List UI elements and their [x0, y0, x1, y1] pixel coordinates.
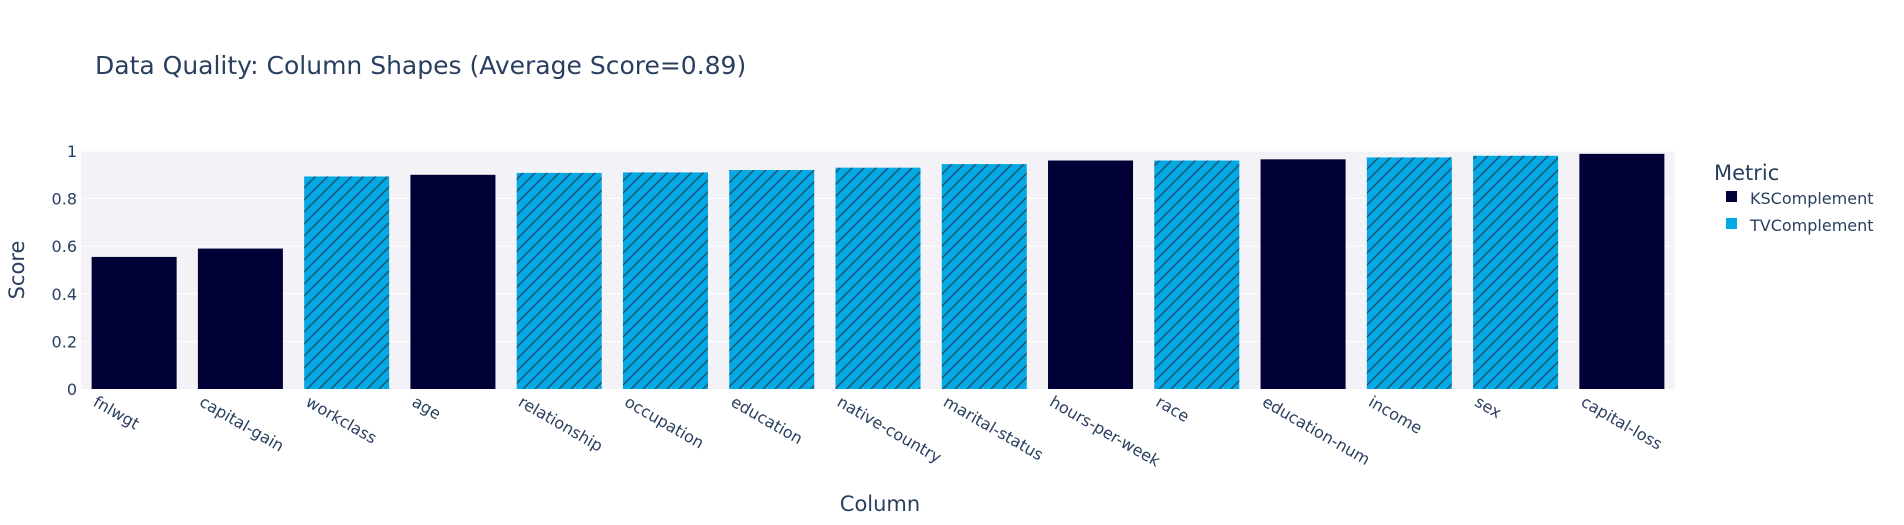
bar-education-num[interactable] [1260, 159, 1346, 389]
y-tick-label: 0 [67, 380, 77, 399]
x-tick-label: relationship [515, 392, 606, 455]
bar-relationship[interactable] [516, 172, 602, 389]
legend-label-ks: KSComplement [1750, 189, 1873, 208]
bar-hours-per-week[interactable] [1048, 160, 1134, 389]
y-tick-label: 0.6 [52, 237, 77, 256]
x-tick-label: hours-per-week [1047, 392, 1165, 471]
x-tick-label: education [728, 392, 806, 448]
x-tick-label: income [1365, 392, 1425, 438]
x-tick-label: age [409, 392, 444, 423]
legend[interactable]: Metric KSComplement TVComplement [1714, 161, 1874, 235]
bar-age[interactable] [410, 174, 496, 389]
y-tick-label: 1 [67, 142, 77, 161]
x-tick-label: capital-gain [196, 392, 287, 455]
x-tick-label: capital-loss [1578, 392, 1666, 454]
bar-capital-gain[interactable] [197, 248, 283, 389]
legend-label-tv: TVComplement [1749, 216, 1874, 235]
bar-capital-loss[interactable] [1579, 153, 1665, 389]
y-axis-title: Score [5, 241, 29, 300]
legend-swatch-tv [1726, 218, 1737, 229]
x-tick-label: sex [1472, 392, 1505, 422]
bar-native-country[interactable] [835, 167, 921, 389]
x-axis-ticks: fnlwgt capital-gain workclass age relationsh… [90, 392, 1666, 471]
x-tick-label: education-num [1259, 392, 1373, 469]
chart-title: Data Quality: Column Shapes (Average Sco… [95, 51, 746, 80]
x-tick-label: workclass [303, 392, 380, 448]
y-axis-ticks: 0 0.2 0.4 0.6 0.8 1 [52, 142, 77, 399]
bar-workclass[interactable] [304, 176, 390, 389]
x-axis-title: Column [840, 492, 920, 516]
bar-marital-status[interactable] [941, 164, 1027, 389]
y-tick-label: 0.2 [52, 332, 77, 351]
bar-income[interactable] [1366, 157, 1452, 389]
x-tick-label: fnlwgt [90, 392, 143, 433]
bar-sex[interactable] [1473, 155, 1559, 389]
x-tick-label: native-country [834, 392, 945, 467]
x-tick-label: occupation [621, 392, 707, 453]
y-tick-label: 0.4 [52, 285, 77, 304]
bars [91, 153, 1665, 389]
bar-occupation[interactable] [622, 172, 708, 389]
bar-education[interactable] [729, 170, 815, 389]
x-tick-label: race [1153, 392, 1193, 426]
bar-race[interactable] [1154, 160, 1240, 389]
y-tick-label: 0.8 [52, 190, 77, 209]
legend-title: Metric [1714, 161, 1779, 185]
x-tick-label: marital-status [940, 392, 1046, 464]
legend-swatch-ks [1726, 191, 1737, 202]
bar-fnlwgt[interactable] [91, 256, 177, 389]
